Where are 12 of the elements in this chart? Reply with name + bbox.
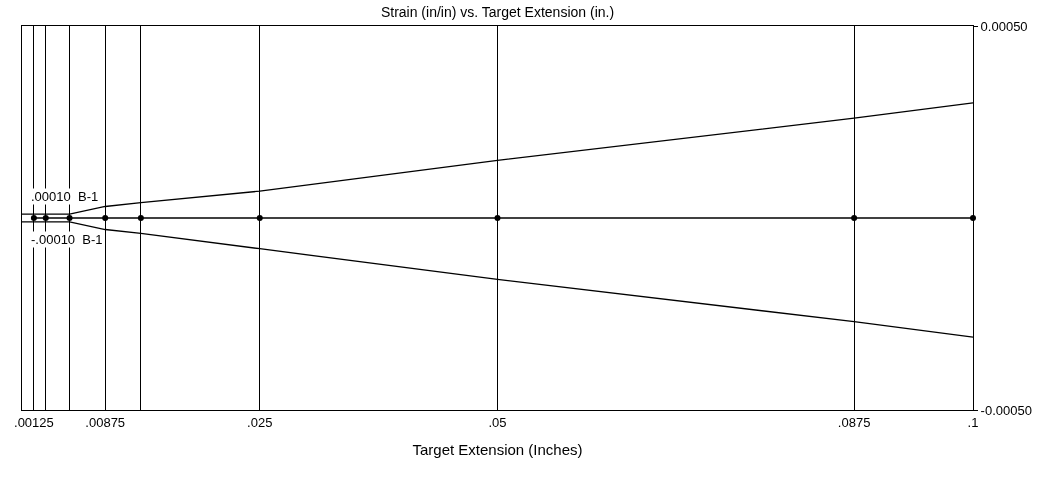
x-tick-label: .05 (488, 414, 507, 430)
chart-title: Strain (in/in) vs. Target Extension (in.) (380, 4, 615, 21)
annotation: -.00010 B-1 (31, 232, 103, 247)
annotation: .00010 B-1 (31, 189, 99, 204)
y-tick-label: 0.00050 (980, 18, 1028, 34)
x-axis-title: Target Extension (Inches) (412, 440, 583, 458)
y-tick-label: -0.00050 (980, 402, 1032, 418)
x-tick-label: .00875 (85, 414, 126, 430)
x-tick-label: .0875 (837, 414, 871, 430)
x-tick-label: .00125 (14, 414, 54, 430)
x-tick-label: .025 (247, 414, 273, 430)
x-tick-label: .1 (967, 414, 979, 430)
